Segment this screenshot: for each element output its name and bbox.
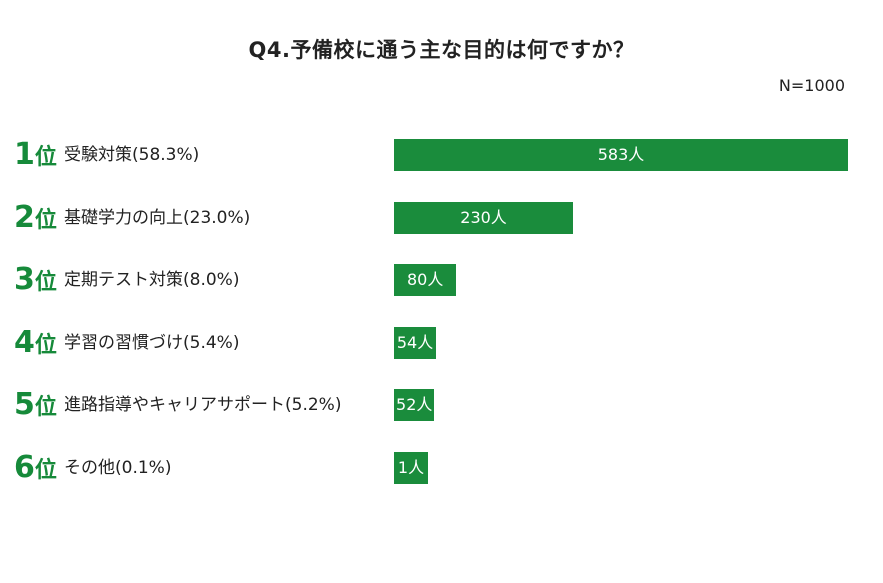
bar (394, 389, 435, 421)
rank-label: 3位 (14, 260, 57, 300)
bar-row: 5位 進路指導やキャリアサポート(5.2%) 52人 (0, 385, 883, 425)
category-label: 進路指導やキャリアサポート(5.2%) (64, 395, 342, 415)
sample-size-label: N=1000 (778, 76, 845, 95)
category-label: 学習の習慣づけ(5.4%) (64, 332, 240, 353)
bar-row: 1位 受験対策(58.3%) 583人 (0, 135, 883, 175)
bar (394, 264, 457, 296)
bar-value-label: 52人 (396, 395, 433, 414)
chart-title: Q4.予備校に通う主な目的は何ですか？ (248, 38, 635, 62)
rank-number: 5 (14, 387, 35, 422)
rank-unit: 位 (34, 457, 57, 483)
rank-unit: 位 (34, 395, 57, 420)
bar-value-label: 54人 (396, 332, 434, 352)
bar-row: 4位 学習の習慣づけ(5.4%) 54人 (0, 323, 883, 363)
rank-unit: 位 (34, 145, 57, 170)
bar-value-label: 583人 (597, 145, 645, 164)
bar (394, 326, 437, 359)
rank-unit: 位 (34, 270, 57, 295)
rank-number: 1 (14, 137, 35, 172)
rank-number: 4 (14, 324, 35, 360)
bar-value-label: 230人 (460, 207, 507, 227)
rank-label: 6位 (14, 448, 57, 488)
bar-value-label: 1人 (394, 451, 428, 484)
bar-row: 2位 基礎学力の向上(23.0%) 230人 (0, 198, 883, 238)
rank-label: 1位 (14, 135, 57, 175)
rank-label: 4位 (14, 323, 57, 363)
bar-value-label: 80人 (406, 270, 444, 289)
rank-label: 2位 (14, 198, 57, 238)
rank-number: 2 (14, 199, 35, 235)
bar (394, 139, 848, 171)
category-label: 受験対策(58.3%) (64, 145, 200, 165)
rank-label: 5位 (14, 385, 57, 425)
bar (394, 201, 574, 234)
category-label: 基礎学力の向上(23.0%) (64, 207, 251, 228)
rank-unit: 位 (34, 332, 57, 358)
bar-row: 6位 その他(0.1%) 1人 (0, 448, 883, 488)
category-label: 定期テスト対策(8.0%) (64, 270, 240, 290)
rank-number: 3 (14, 262, 35, 297)
category-label: その他(0.1%) (64, 457, 172, 478)
bar-row: 3位 定期テスト対策(8.0%) 80人 (0, 260, 883, 300)
rank-unit: 位 (34, 207, 57, 233)
rank-number: 6 (14, 449, 35, 485)
